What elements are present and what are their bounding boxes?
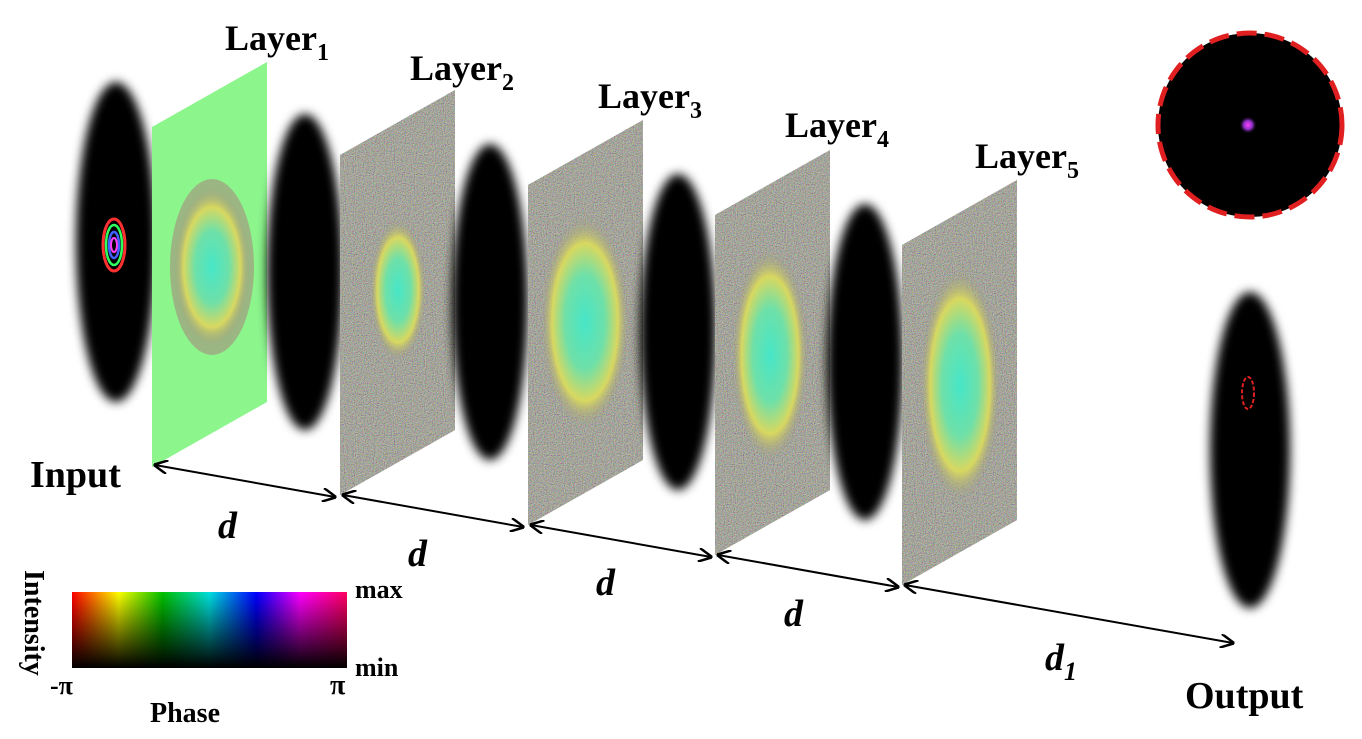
arrow-d-4 — [718, 555, 898, 587]
distance-label-d1: d1 — [1045, 637, 1077, 686]
arrow-d-3 — [531, 525, 711, 557]
input-field — [76, 82, 156, 402]
distance-label-3: d — [596, 562, 616, 604]
output-label: Output — [1185, 675, 1304, 717]
layer-5-plane — [902, 180, 1017, 585]
colorbar-max-label: max — [355, 575, 403, 604]
colorbar-phase-label: Phase — [150, 698, 220, 729]
layer-1-label: Layer1 — [225, 18, 329, 66]
layer-3-label: Layer3 — [598, 76, 702, 124]
layer-3-plane — [528, 120, 643, 525]
colorbar-right-tick: π — [330, 670, 346, 701]
layer-4-plane — [715, 150, 830, 555]
layer-1-plane — [152, 62, 267, 467]
output-zoom-circle — [1155, 30, 1345, 220]
output-focus-marker — [1241, 376, 1255, 410]
distance-label-1: d — [218, 505, 238, 547]
field-after-layer-1 — [267, 114, 343, 430]
layer-4-label: Layer4 — [785, 105, 889, 153]
arrow-d-1 — [155, 465, 335, 497]
arrow-d-2 — [343, 495, 523, 527]
distance-arrows — [155, 465, 1233, 643]
layer-5-label: Layer5 — [975, 136, 1079, 184]
field-after-layer-4 — [827, 204, 903, 520]
distance-label-4: d — [784, 593, 804, 635]
input-vortex-ring — [101, 217, 127, 273]
colorbar-legend: Intensity Phase -π π max min — [18, 570, 403, 729]
arrow-d1 — [905, 585, 1233, 643]
colorbar-intensity-overlay — [72, 592, 347, 668]
layer-2-plane — [340, 90, 455, 495]
colorbar-min-label: min — [355, 653, 399, 682]
field-after-layer-3 — [640, 174, 716, 490]
distance-label-2: d — [408, 533, 428, 575]
layer-2-label: Layer2 — [410, 48, 514, 96]
colorbar-left-tick: -π — [50, 671, 73, 700]
output-field — [1210, 292, 1290, 608]
colorbar-intensity-label: Intensity — [18, 570, 49, 676]
field-after-layer-2 — [452, 144, 528, 460]
input-label: Input — [30, 454, 121, 496]
